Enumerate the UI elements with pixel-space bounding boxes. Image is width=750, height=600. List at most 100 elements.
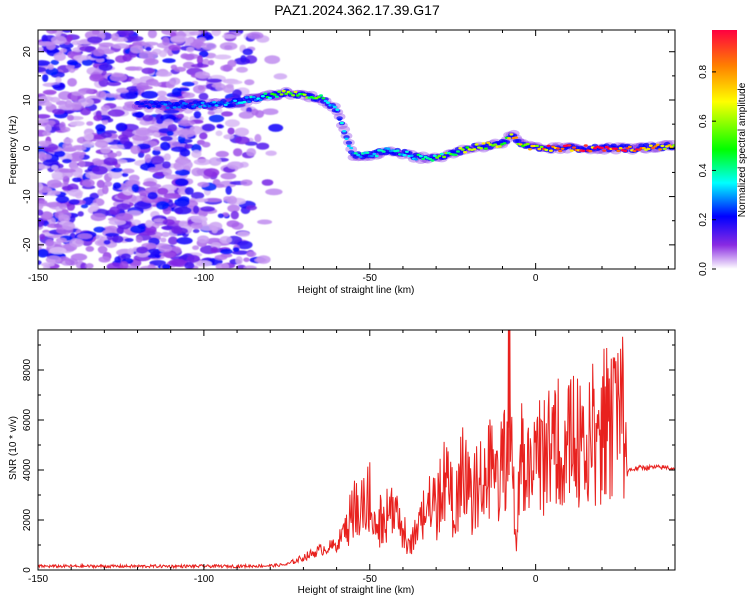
noise-blob — [117, 30, 134, 37]
noise-blob — [226, 83, 234, 89]
ridge-blob — [600, 146, 604, 149]
noise-blob — [46, 30, 58, 34]
ridge-blob — [509, 133, 514, 136]
ridge-blob — [207, 105, 212, 108]
noise-blob — [240, 55, 247, 63]
noise-blob — [181, 81, 195, 87]
noise-blob — [156, 118, 164, 125]
noise-blob — [237, 231, 250, 237]
noise-blob — [192, 245, 200, 250]
noise-blob — [199, 50, 209, 58]
noise-blob — [45, 202, 61, 207]
noise-blob — [160, 237, 167, 243]
noise-blob — [77, 97, 94, 107]
bottom-x-axis-label: Height of straight line (km) — [298, 585, 415, 596]
ridge-blob — [267, 96, 272, 100]
noise-blob — [94, 140, 109, 148]
colorbar-tick-label: 0.2 — [698, 212, 709, 226]
noise-blob — [230, 210, 239, 220]
noise-blob — [147, 254, 160, 259]
noise-blob — [156, 201, 169, 210]
ridge-blob — [244, 96, 249, 99]
ridge-blob — [143, 100, 150, 105]
noise-blob — [195, 43, 202, 50]
noise-blob — [112, 43, 130, 49]
noise-blob — [236, 66, 248, 73]
noise-blob — [177, 128, 196, 138]
x-tick-label: 0 — [533, 574, 539, 585]
ridge-blob — [346, 144, 351, 148]
noise-blob — [81, 58, 94, 66]
ridge-blob — [474, 143, 479, 146]
noise-blob — [51, 35, 67, 45]
noise-blob — [180, 53, 190, 60]
noise-blob — [42, 159, 59, 167]
top-x-axis-label: Height of straight line (km) — [298, 285, 415, 296]
noise-blob — [68, 199, 80, 205]
noise-blob — [77, 211, 84, 217]
noise-blob — [64, 99, 73, 108]
ridge-blob — [546, 144, 551, 147]
noise-blob — [193, 111, 202, 119]
noise-blob — [174, 198, 190, 207]
noise-blob — [149, 259, 166, 266]
noise-blob — [102, 185, 109, 195]
ridge-blob — [156, 104, 161, 108]
ridge-blob — [205, 103, 210, 106]
noise-blob — [162, 37, 170, 46]
noise-blob — [211, 30, 221, 37]
noise-blob — [170, 35, 189, 43]
noise-blob — [38, 114, 51, 119]
ridge-blob — [481, 142, 486, 145]
noise-blob — [45, 239, 55, 247]
y-tick-label: 2000 — [22, 508, 33, 531]
noise-blob — [235, 256, 243, 265]
noise-blob — [265, 150, 277, 156]
noise-blob — [110, 167, 123, 173]
ridge-blob — [418, 155, 423, 158]
ridge-blob — [229, 103, 236, 108]
ridge-blob — [572, 146, 577, 149]
noise-blob — [116, 203, 131, 211]
noise-blob — [206, 78, 223, 83]
noise-blob — [167, 123, 178, 132]
noise-blob — [196, 55, 204, 65]
noise-blob — [55, 195, 70, 204]
noise-blob — [163, 153, 171, 161]
noise-blob — [233, 148, 243, 157]
figure-title: PAZ1.2024.362.17.39.G17 — [274, 2, 440, 18]
noise-blob — [149, 183, 162, 189]
ridge-blob — [288, 92, 293, 95]
noise-blob — [65, 258, 78, 266]
y-tick-label: -10 — [22, 189, 33, 204]
noise-blob — [171, 259, 189, 267]
ridge-blob — [560, 147, 565, 150]
noise-blob — [163, 109, 180, 114]
noise-blob — [71, 101, 82, 110]
noise-blob — [41, 262, 55, 267]
noise-blob — [240, 179, 253, 186]
ridge-blob — [486, 141, 491, 144]
ridge-blob — [456, 150, 460, 153]
x-tick-label: -50 — [363, 273, 378, 284]
noise-blob — [197, 235, 210, 244]
noise-blob — [156, 90, 167, 97]
noise-blob — [107, 109, 125, 117]
ridge-blob — [191, 105, 196, 108]
noise-blob — [121, 128, 135, 138]
noise-blob — [47, 64, 54, 70]
noise-blob — [243, 257, 250, 263]
noise-blob — [147, 191, 158, 200]
noise-blob — [138, 190, 150, 196]
spectrogram-frame — [37, 29, 676, 270]
noise-blob — [135, 127, 151, 136]
noise-blob — [42, 131, 52, 137]
ridge-blob — [453, 153, 458, 156]
ridge-blob — [619, 143, 627, 148]
noise-blob — [38, 46, 44, 52]
snr-frame — [37, 329, 676, 571]
ridge-blob — [212, 101, 217, 104]
ridge-blob — [537, 147, 542, 151]
noise-blob — [214, 54, 232, 60]
noise-blob — [170, 64, 178, 70]
